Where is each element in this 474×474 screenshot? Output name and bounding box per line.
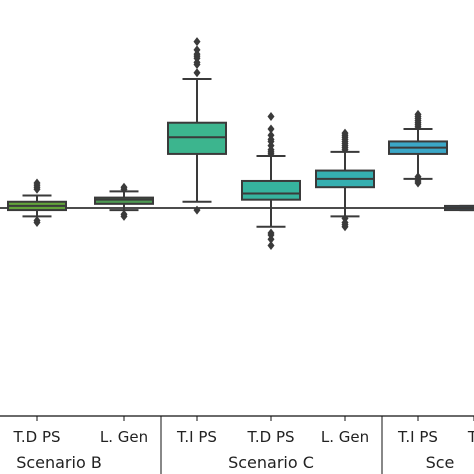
box-6 <box>444 204 474 212</box>
box-1-flier-3 <box>120 182 128 192</box>
box-2-iqr <box>167 121 227 155</box>
x-tick-label-6: T. <box>467 428 474 446</box>
box-3-flier-2 <box>267 234 275 244</box>
box-1-flier-1 <box>120 211 128 221</box>
box-3-flier-11 <box>267 124 275 134</box>
box-2-flier-7 <box>193 45 201 55</box>
box-1 <box>94 182 154 221</box>
group-label-2: Sce <box>426 453 455 472</box>
x-axis: T.D PS L. Gen T.I PS T.D PS L. Gen T.I PS T. Sc… <box>0 415 474 474</box>
box-4 <box>315 128 375 232</box>
group-label-1: Scenario C <box>228 453 314 472</box>
box-3-iqr <box>241 179 301 201</box>
box-2-flier-0 <box>193 205 201 215</box>
x-tick-label-5: T.I PS <box>397 428 438 446</box>
plot-area <box>0 37 474 250</box>
box-3-flier-10 <box>267 130 275 140</box>
box-5-flier-10 <box>414 109 422 119</box>
x-tick-label-0: T.D PS <box>12 428 60 446</box>
box-1-iqr <box>94 196 154 205</box>
box-5 <box>388 109 448 188</box>
box-0-flier-5 <box>33 178 41 188</box>
x-tick-label-3: T.D PS <box>246 428 294 446</box>
x-tick-label-2: T.I PS <box>176 428 217 446</box>
group-label-0: Scenario B <box>16 453 102 472</box>
box-3-flier-12 <box>267 111 275 121</box>
box-3 <box>241 111 301 250</box>
box-0-flier-1 <box>33 218 41 228</box>
box-2-flier-1 <box>193 68 201 78</box>
box-5-flier-3 <box>414 172 422 182</box>
x-tick-label-1: L. Gen <box>100 428 148 446</box>
box-4-flier-3 <box>341 222 349 232</box>
box-0 <box>7 178 67 228</box>
x-tick-label-4: L. Gen <box>321 428 369 446</box>
box-4-flier-12 <box>341 128 349 138</box>
box-2 <box>167 37 227 215</box>
box-3-flier-3 <box>267 240 275 250</box>
box-2-flier-8 <box>193 37 201 47</box>
